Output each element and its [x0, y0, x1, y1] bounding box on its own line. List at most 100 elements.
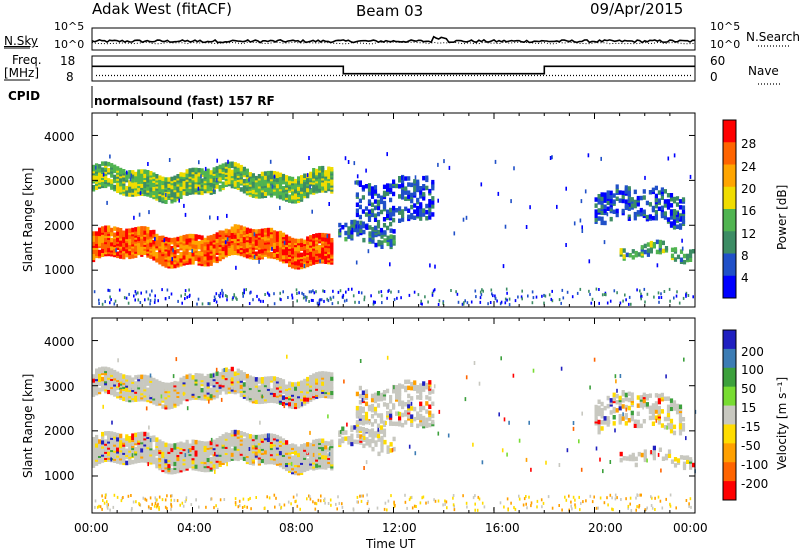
power-cell	[358, 180, 362, 185]
power-cell	[410, 204, 414, 210]
power-cell	[224, 162, 228, 167]
power-cell	[330, 167, 334, 172]
power-cell	[137, 226, 141, 231]
power-cell	[589, 292, 591, 296]
vel-cell	[376, 429, 381, 435]
vel-cell	[376, 403, 381, 408]
power-cell	[209, 170, 213, 175]
power-cell	[113, 164, 117, 170]
vel-cell	[149, 390, 153, 396]
power-cell	[131, 170, 135, 175]
power-cell	[294, 252, 298, 258]
power-cell	[116, 184, 120, 189]
vel-cell	[370, 432, 375, 437]
vel-cell	[636, 403, 640, 408]
power-cell	[442, 301, 444, 305]
vel-cell	[379, 392, 384, 398]
power-cell	[535, 295, 538, 299]
power-cell	[110, 163, 114, 168]
power-cell	[461, 302, 464, 306]
power-cell	[395, 183, 399, 189]
power-cell	[619, 301, 622, 305]
power-cell	[143, 169, 147, 174]
vel-cell	[621, 404, 625, 409]
power-cell	[669, 203, 674, 208]
vel-cell	[188, 381, 192, 387]
vel-cell	[257, 385, 261, 390]
power-cell	[161, 235, 165, 241]
vel-cell	[603, 405, 607, 411]
vel-cell	[666, 404, 671, 410]
vel-cell	[278, 456, 283, 462]
vel-cell	[624, 392, 628, 398]
vel-cell	[627, 405, 631, 411]
power-cell	[152, 186, 156, 192]
power-cell	[376, 199, 381, 205]
vel-cell	[272, 382, 277, 387]
power-cell	[200, 174, 202, 179]
vel-cell	[263, 450, 268, 455]
power-cell	[455, 290, 457, 294]
vel-cell	[212, 439, 216, 445]
power-cell	[134, 290, 137, 294]
power-cell	[152, 246, 156, 251]
vel-cell	[597, 405, 601, 411]
power-cell	[347, 230, 351, 235]
power-cell	[176, 254, 180, 260]
power-cell	[613, 289, 616, 293]
power-cell	[598, 301, 600, 305]
vel-cell	[134, 375, 138, 380]
power-cell	[410, 192, 414, 198]
power-cell	[680, 216, 682, 221]
power-cell	[380, 230, 384, 235]
power-cell	[194, 167, 198, 173]
power-cell	[140, 226, 144, 231]
power-cell	[113, 226, 117, 231]
power-cell	[407, 176, 411, 181]
power-cell	[230, 161, 234, 166]
power-cell	[128, 180, 132, 185]
power-cell	[386, 235, 390, 241]
power-cell	[242, 294, 244, 298]
vel-cell	[272, 392, 277, 398]
power-cell	[367, 209, 372, 214]
power-cell	[300, 179, 304, 184]
vel-cell	[209, 440, 213, 446]
vel-cell	[404, 379, 408, 385]
power-cell	[376, 193, 381, 199]
vel-cell	[233, 454, 237, 459]
power-cell	[188, 172, 192, 177]
power-cell	[347, 226, 351, 231]
power-cell	[361, 209, 365, 214]
power-cell	[311, 209, 313, 214]
power-cell	[102, 172, 105, 177]
power-cell	[296, 292, 298, 295]
power-cell	[125, 296, 128, 300]
power-cell	[627, 214, 631, 219]
power-cell	[603, 240, 606, 245]
vel-cell	[297, 381, 301, 387]
power-cell	[603, 204, 607, 209]
power-cell	[215, 232, 219, 237]
vel-cell	[625, 456, 629, 461]
power-cell	[327, 299, 330, 303]
power-cell	[312, 184, 316, 189]
power-cell	[258, 259, 260, 264]
power-cell	[165, 192, 167, 197]
power-cell	[149, 187, 153, 192]
vel-cell	[182, 388, 186, 393]
power-cell	[678, 301, 681, 305]
power-cell	[425, 216, 429, 221]
power-cell	[209, 215, 211, 220]
power-cell	[318, 302, 321, 306]
vel-cell	[669, 428, 674, 434]
power-cell	[364, 212, 369, 217]
vel-cell	[376, 423, 381, 428]
vel-cell	[188, 443, 192, 448]
power-cell	[148, 210, 150, 215]
vel-cell	[648, 415, 652, 421]
vel-cell	[269, 437, 274, 442]
power-cell	[303, 257, 307, 263]
vel-cell	[410, 418, 414, 423]
vel-cell	[395, 389, 399, 394]
